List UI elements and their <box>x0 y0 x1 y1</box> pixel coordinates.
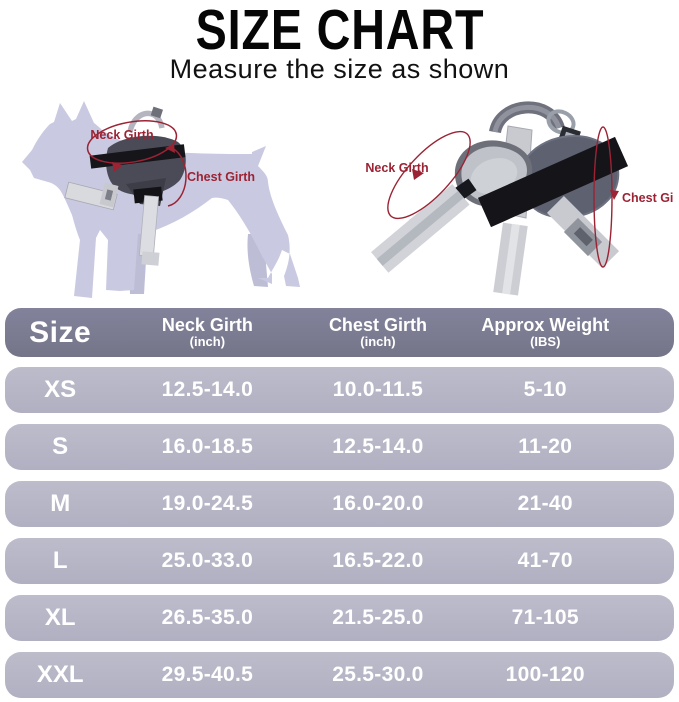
neck-girth-value: 25.0-33.0 <box>161 549 254 572</box>
table-header-row: Size Neck Girth (inch) Chest Girth (inch… <box>5 308 674 357</box>
neck-girth-value: 19.0-24.5 <box>161 492 254 515</box>
approx-weight-value: 41-70 <box>517 549 573 572</box>
size-value: XL <box>44 604 76 631</box>
size-value: XXL <box>36 661 84 688</box>
col-header-neck-girth: Neck Girth (inch) <box>161 315 253 349</box>
col-header-approx-weight: Approx Weight (IBS) <box>481 315 610 349</box>
chest-girth-arrow-icon <box>610 190 619 200</box>
header: SIZE CHART Measure the size as shown <box>0 0 679 85</box>
neck-girth-arrow-icon <box>412 169 424 180</box>
table-row-xxl: XXL 29.5-40.5 25.5-30.0 100-120 <box>5 652 674 698</box>
chest-girth-arrow-icon <box>165 144 175 153</box>
chest-girth-label: Chest Girth <box>622 191 674 205</box>
neck-girth-value: 12.5-14.0 <box>161 378 254 401</box>
harness-neck-pad-center <box>470 158 518 194</box>
chest-girth-label: Chest Girth <box>187 170 255 184</box>
chest-girth-ellipse <box>593 126 613 268</box>
neck-girth-ellipse <box>387 130 471 220</box>
neck-girth-arrow-icon <box>112 162 123 172</box>
table-row-m: M 19.0-24.5 16.0-20.0 21-40 <box>5 481 674 527</box>
size-value: M <box>50 490 71 517</box>
page-title: SIZE CHART <box>195 0 484 62</box>
size-value: L <box>52 547 68 574</box>
neck-girth-value: 26.5-35.0 <box>161 606 254 629</box>
approx-weight-value: 5-10 <box>523 378 567 401</box>
table-row-l: L 25.0-33.0 16.5-22.0 41-70 <box>5 538 674 584</box>
size-value: XS <box>44 376 77 403</box>
dog-harness-strap-end <box>141 251 160 266</box>
approx-weight-value: 71-105 <box>511 606 579 629</box>
neck-girth-label: Neck Girth <box>365 161 428 175</box>
chest-girth-arc <box>167 147 187 207</box>
harness-velcro-band <box>477 136 629 228</box>
harness-measurement-diagram: Neck Girth Chest Girth <box>365 101 674 296</box>
page-subtitle: Measure the size as shown <box>169 54 510 84</box>
table-row-xl: XL 26.5-35.0 21.5-25.0 71-105 <box>5 595 674 641</box>
chest-girth-value: 16.0-20.0 <box>332 492 424 515</box>
size-table: Size Neck Girth (inch) Chest Girth (inch… <box>5 308 674 702</box>
harness-left-strap-stripe <box>376 190 464 266</box>
dog-measurement-diagram: Neck Girth Chest Girth <box>22 101 300 298</box>
table-row-s: S 16.0-18.5 12.5-14.0 11-20 <box>5 424 674 470</box>
neck-girth-value: 16.0-18.5 <box>161 435 254 458</box>
size-value: S <box>52 433 69 460</box>
neck-girth-value: 29.5-40.5 <box>161 663 254 686</box>
dog-harness-handle-clip <box>150 106 163 119</box>
slide-buckle-slot <box>573 227 593 247</box>
neck-girth-ellipse <box>86 120 178 164</box>
col-header-size: Size <box>29 315 92 349</box>
harness-handle-highlight <box>492 104 562 133</box>
neck-girth-label: Neck Girth <box>90 128 153 142</box>
chest-girth-value: 25.5-30.0 <box>332 663 424 686</box>
approx-weight-value: 21-40 <box>517 492 573 515</box>
d-ring-icon <box>546 109 576 135</box>
col-header-chest-girth: Chest Girth (inch) <box>328 315 427 349</box>
approx-weight-value: 100-120 <box>505 663 585 686</box>
chest-girth-value: 21.5-25.0 <box>332 606 424 629</box>
harness-bottom-strap-stripe <box>502 223 520 295</box>
table-row-xs: XS 12.5-14.0 10.0-11.5 5-10 <box>5 367 674 413</box>
chest-girth-value: 12.5-14.0 <box>332 435 424 458</box>
chest-girth-value: 10.0-11.5 <box>332 378 424 401</box>
chest-girth-value: 16.5-22.0 <box>332 549 424 572</box>
dog-harness-buckle-slot <box>104 189 114 201</box>
approx-weight-value: 11-20 <box>518 435 573 458</box>
